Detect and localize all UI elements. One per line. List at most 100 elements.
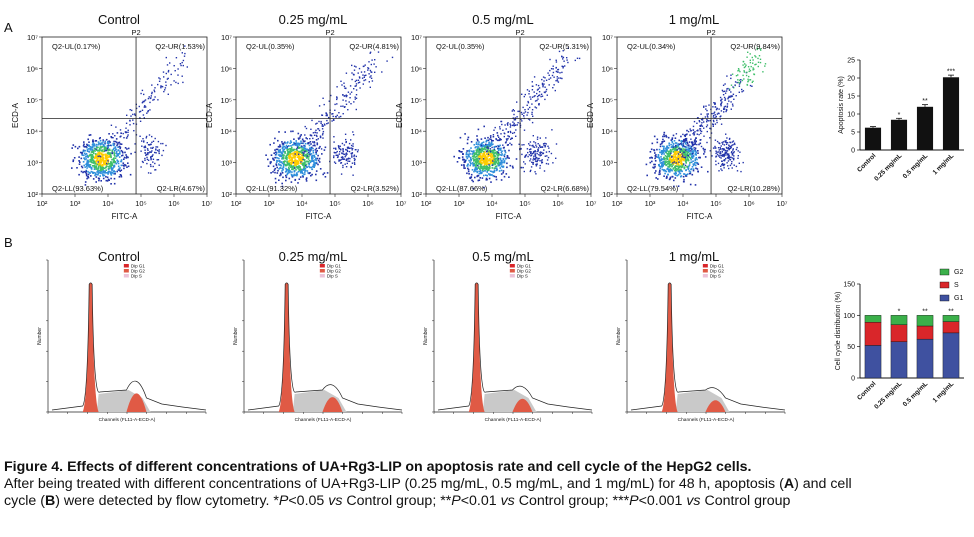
cycle-y-tick-label: 150 [843,282,855,289]
flow-event [279,174,281,177]
flow-event [731,151,733,153]
flow-event [311,119,313,122]
flow-event [150,156,152,159]
flow-event [475,143,478,145]
flow-event [103,167,106,170]
flow-event [282,165,285,167]
flow-event [144,146,147,149]
flow-event [314,131,316,134]
flow-event [713,120,715,123]
flow-event [309,138,311,140]
flow-event [686,165,688,168]
flow-event [539,145,541,147]
flow-event [661,162,664,165]
flow-event [98,161,101,163]
x-tick-label: 10³ [454,199,465,208]
hist-legend-swatch [123,269,129,273]
flow-event [665,158,667,160]
flow-event [484,146,487,148]
flow-event [694,159,696,162]
flow-event [658,173,660,176]
flow-event [719,156,721,158]
flow-event [680,157,683,159]
flow-event [315,159,318,161]
flow-event [677,166,680,169]
flow-event [687,154,689,157]
caption-title: Figure 4. Effects of different concentra… [4,459,752,475]
flow-event [463,167,465,169]
flow-event [290,130,292,133]
flow-event [287,148,289,151]
flow-event [115,152,117,154]
flow-event [531,109,534,111]
flow-event [184,45,186,47]
flow-event [543,83,545,85]
flow-event [117,146,119,148]
flow-event [304,169,307,172]
flow-event [290,166,292,168]
flow-event [696,122,698,124]
flow-event [708,120,710,122]
flow-event [291,171,293,173]
flow-event [300,168,302,170]
flow-event [495,138,497,140]
flow-event [321,124,323,126]
flow-event [724,83,726,85]
flow-event [94,140,97,142]
flow-event [355,66,357,68]
flow-event [689,134,691,136]
flow-event [85,172,88,175]
x-tick-label: 10⁴ [677,199,689,208]
flow-event [359,77,361,79]
flow-event [688,144,690,146]
flow-event [739,70,741,73]
flow-event [730,163,733,165]
flow-event [174,70,176,72]
flow-event [723,148,725,150]
flow-event [709,137,711,139]
flow-event [140,150,142,152]
flow-event [694,153,697,156]
hist-g2-peak [322,397,343,412]
flow-event [716,113,719,115]
flow-event [95,181,97,183]
flow-event [470,176,472,179]
flow-event [88,134,91,136]
hist-legend-label: Dip G2 [131,269,146,274]
flow-event [473,144,476,146]
flow-event [684,137,687,140]
flow-event [155,148,157,150]
flow-event [685,162,687,164]
flow-event [482,141,485,143]
flow-event [353,73,355,76]
flow-event [87,176,89,178]
flow-event [665,134,667,137]
flow-event [351,154,353,156]
flow-event [335,152,337,154]
flow-event [671,138,673,140]
flow-event [354,163,356,165]
flow-event [714,139,717,141]
flow-event [298,143,300,146]
flow-event [120,175,123,178]
flow-event [479,156,482,158]
flow-event [662,164,664,167]
flow-event [305,153,307,156]
flow-event [741,88,743,91]
flow-event [351,156,353,158]
flow-event [284,157,287,160]
flow-event [92,178,95,180]
flow-event [494,159,497,161]
flow-event [116,159,118,161]
flow-event [477,145,479,148]
flow-event [470,162,472,165]
flow-event [540,160,543,162]
flow-event [675,147,677,150]
flow-event [690,157,692,159]
flow-event [713,111,716,113]
flow-event [94,172,97,174]
flow-event [332,115,334,118]
flow-event [306,166,308,168]
hist-legend-swatch [702,264,708,268]
flow-event [688,141,691,143]
